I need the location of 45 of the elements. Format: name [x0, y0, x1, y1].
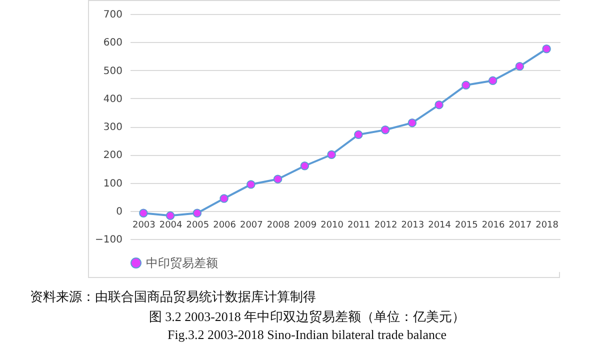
x-tick-label: 2016: [482, 220, 506, 230]
point: [354, 130, 363, 140]
y-tick-label: 200: [103, 150, 122, 162]
text: 资料来源：由联合国商品贸易统计数据库计算制得: [30, 288, 316, 306]
x-tick-label: 2015: [454, 220, 478, 230]
point: [166, 211, 175, 220]
point: [462, 80, 470, 90]
x-tick-label: 2007: [240, 220, 263, 230]
x-tick-label: 2004: [159, 220, 183, 230]
y-tick-label: 0: [116, 206, 122, 218]
point: [220, 194, 228, 203]
y-tick-label: 300: [103, 122, 122, 133]
point: [327, 150, 336, 159]
y-tick-label: 400: [103, 94, 122, 105]
x-tick-label: 2014: [428, 220, 452, 230]
point: [488, 76, 498, 86]
x-tick-label: 2011: [347, 220, 370, 230]
point: [434, 100, 444, 110]
y-tick-label: 600: [103, 38, 122, 49]
point: [515, 62, 524, 71]
point: [380, 126, 390, 134]
point: [192, 208, 202, 218]
y-tick-label: 700: [103, 10, 122, 20]
point: [246, 180, 256, 189]
x-tick-label: 2017: [508, 220, 532, 230]
point: [542, 44, 551, 54]
x-tick-label: 2010: [320, 220, 344, 230]
x-tick-label: 2012: [374, 220, 398, 230]
point: [408, 118, 417, 128]
legend-label: 中印贸易差额: [146, 256, 218, 270]
point: [273, 174, 282, 184]
caption: Fig.3.2 2003-2018 Sino-Indian bilateral trade balance: [167, 327, 447, 343]
x-tick-label: 2005: [186, 220, 210, 230]
point: [139, 208, 148, 218]
y-tick-label: 100: [103, 178, 122, 190]
x-tick-label: 2006: [213, 220, 236, 230]
point: [300, 162, 310, 170]
y-tick-label: −100: [95, 234, 122, 246]
x-tick-label: 2008: [266, 220, 290, 230]
caption: 图 3.2 2003-2018 年中印双边贸易差额（单位：亿美元）: [148, 308, 466, 326]
x-tick-label: 2018: [536, 220, 559, 230]
y-tick-label: 500: [103, 66, 122, 77]
x-tick-label: 2003: [132, 220, 156, 230]
x-tick-label: 2013: [401, 220, 424, 230]
x-tick-label: 2009: [294, 220, 317, 230]
